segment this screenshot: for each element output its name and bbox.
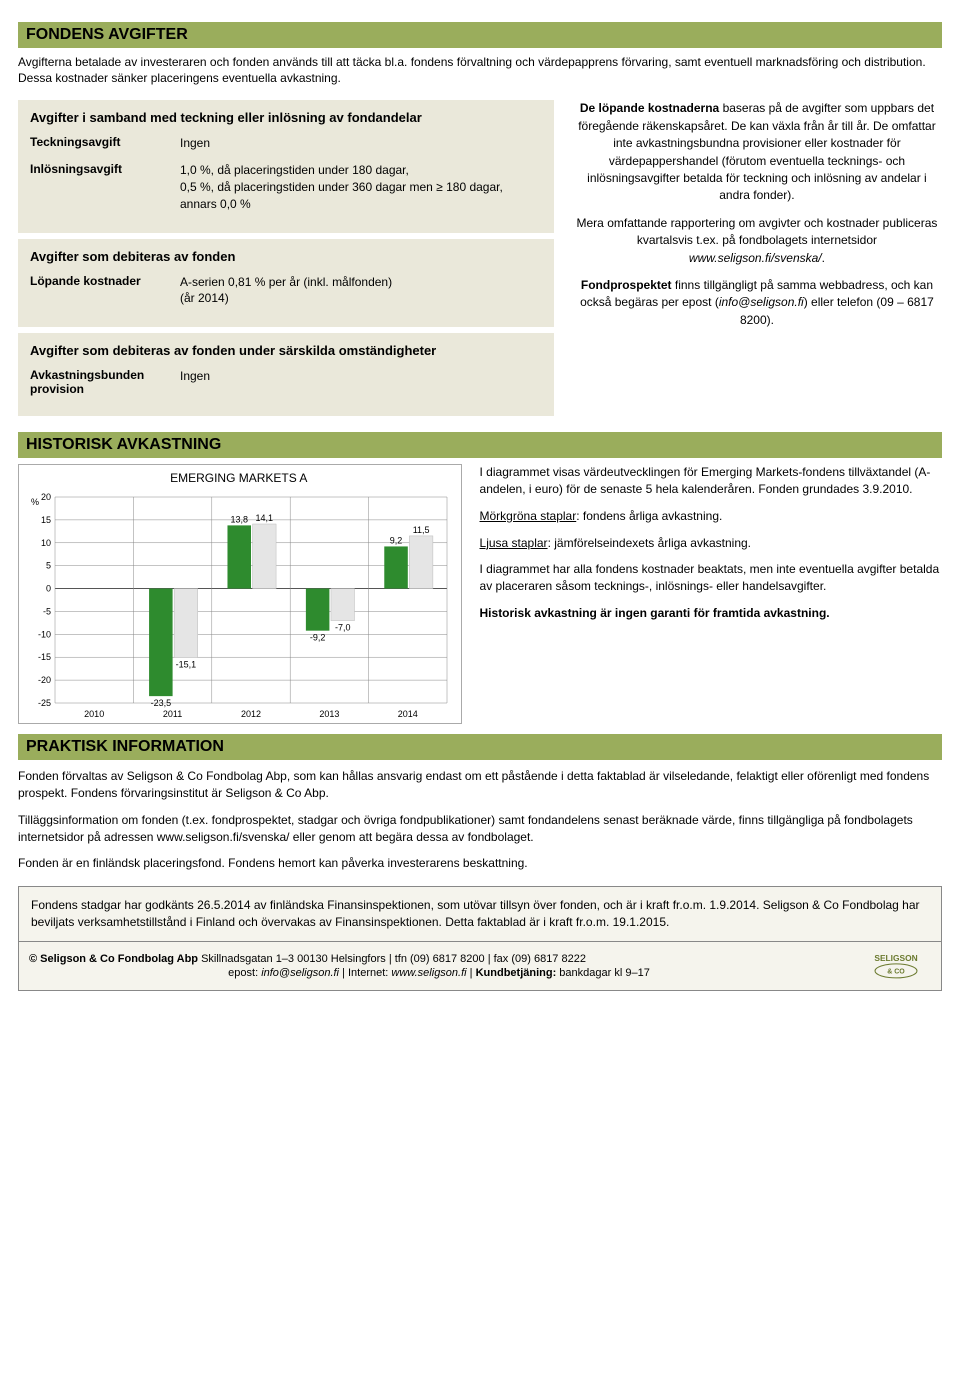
footer-company: © Seligson & Co Fondbolag Abp [29, 953, 198, 965]
f2g: bankdagar kl 9–17 [556, 967, 650, 979]
fees-two-column: Avgifter i samband med teckning eller in… [18, 100, 942, 422]
svg-text:-15: -15 [38, 652, 51, 662]
chart-p2b: : fondens årliga avkastning. [576, 509, 722, 523]
svg-text:13,8: 13,8 [230, 515, 248, 525]
footer-address-block: © Seligson & Co Fondbolag Abp Skillnadsg… [29, 953, 849, 979]
fees-box1-title: Avgifter i samband med teckning eller in… [30, 110, 542, 125]
svg-text:2011: 2011 [163, 709, 182, 719]
fees-box3-title: Avgifter som debiteras av fonden under s… [30, 343, 542, 358]
value-avkastningsbunden: Ingen [180, 368, 542, 396]
right-para-3: Fondprospektet finns tillgängligt på sam… [572, 277, 942, 329]
label-inlosningsavgift: Inlösningsavgift [30, 162, 180, 212]
value-inlosningsavgift: 1,0 %, då placeringstiden under 180 daga… [180, 162, 542, 212]
label-teckningsavgift: Teckningsavgift [30, 135, 180, 152]
svg-text:-7,0: -7,0 [335, 623, 351, 633]
f2b: info@seligson.fi [261, 967, 339, 979]
svg-text:2012: 2012 [241, 709, 261, 719]
fees-box-ongoing: Avgifter som debiteras av fonden Löpande… [18, 239, 554, 328]
right-p2-link: www.seligson.fi/svenska/ [689, 251, 822, 265]
f2c: | Internet: [339, 967, 391, 979]
fees-intro: Avgifterna betalade av investeraren och … [18, 54, 942, 86]
practical-p1: Fonden förvaltas av Seligson & Co Fondbo… [18, 768, 942, 802]
right-p2a: Mera omfattande rapportering om avgivter… [577, 216, 938, 247]
fees-row-avkastningsbunden: Avkastningsbunden provision Ingen [30, 368, 542, 396]
label-lopande: Löpande kostnader [30, 274, 180, 308]
fees-row-inlosning: Inlösningsavgift 1,0 %, då placeringstid… [30, 162, 542, 212]
history-two-column: EMERGING MARKETS A -25 -20 -15 -10 -5 0 5 10 15 2… [18, 464, 942, 724]
svg-text:-10: -10 [38, 629, 51, 639]
svg-text:10: 10 [41, 538, 51, 548]
svg-text:-5: -5 [43, 607, 51, 617]
chart-p5a: Historisk avkastning är ingen garanti fö… [480, 606, 830, 620]
fees-box2-title: Avgifter som debiteras av fonden [30, 249, 542, 264]
svg-text:2013: 2013 [319, 709, 339, 719]
logo-text-top: SELIGSON [874, 953, 917, 963]
svg-text:-23,5: -23,5 [151, 698, 172, 708]
chart-p3b: : jämförelseindexets årliga avkastning. [548, 536, 751, 550]
footer-bottom-row: © Seligson & Co Fondbolag Abp Skillnadsg… [19, 941, 941, 990]
svg-text:14,1: 14,1 [256, 513, 274, 523]
footer-addr: Skillnadsgatan 1–3 00130 Helsingfors | t… [198, 953, 586, 965]
f2d: www.seligson.fi [391, 967, 466, 979]
svg-text:-20: -20 [38, 675, 51, 685]
right-p2c: . [822, 251, 825, 265]
svg-text:15: 15 [41, 515, 51, 525]
svg-text:0: 0 [46, 584, 51, 594]
section-history-header: HISTORISK AVKASTNING [18, 432, 942, 458]
chart-side-text: I diagrammet visas värdeutvecklingen för… [480, 464, 942, 724]
section-practical-header: PRAKTISK INFORMATION [18, 734, 942, 760]
chart-side-p4: I diagrammet har alla fondens kostnader … [480, 561, 942, 595]
chart-p3a: Ljusa staplar [480, 536, 548, 550]
right-para-2: Mera omfattande rapportering om avgivter… [572, 215, 942, 267]
practical-p2: Tilläggsinformation om fonden (t.ex. fon… [18, 812, 942, 846]
svg-text:2010: 2010 [84, 709, 104, 719]
seligson-logo-icon: SELIGSON & CO [861, 948, 931, 984]
svg-text:-15,1: -15,1 [176, 660, 197, 670]
chart-side-p2: Mörkgröna staplar: fondens årliga avkast… [480, 508, 942, 525]
right-p1-rest: baseras på de avgifter som uppbars det f… [578, 101, 936, 202]
fees-row-lopande: Löpande kostnader A-serien 0,81 % per år… [30, 274, 542, 308]
chart-side-p1: I diagrammet visas värdeutvecklingen för… [480, 464, 942, 498]
fees-right-column: De löpande kostnaderna baseras på de avg… [572, 100, 942, 422]
footer-top-text: Fondens stadgar har godkänts 26.5.2014 a… [19, 887, 941, 941]
fees-box-special: Avgifter som debiteras av fonden under s… [18, 333, 554, 416]
svg-text:11,5: 11,5 [413, 525, 430, 535]
chart-title: EMERGING MARKETS A [23, 471, 455, 485]
bar-chart-svg: -25 -20 -15 -10 -5 0 5 10 15 20% 2010 -23,5 -15,1 201… [23, 491, 453, 721]
svg-text:%: % [31, 497, 39, 507]
footer-line2: epost: info@seligson.fi | Internet: www.… [29, 967, 849, 979]
f2f: Kundbetjäning: [476, 967, 557, 979]
f2a: epost: [228, 967, 261, 979]
right-p3-email: info@seligson.fi [719, 295, 804, 309]
svg-text:2014: 2014 [398, 709, 418, 719]
fees-box-subscription: Avgifter i samband med teckning eller in… [18, 100, 554, 232]
chart-side-p3: Ljusa staplar: jämförelseindexets årliga… [480, 535, 942, 552]
fees-left-column: Avgifter i samband med teckning eller in… [18, 100, 554, 422]
svg-text:-25: -25 [38, 698, 51, 708]
practical-p3: Fonden är en finländsk placeringsfond. F… [18, 855, 942, 872]
label-avkastningsbunden: Avkastningsbunden provision [30, 368, 180, 396]
right-p1-bold: De löpande kostnaderna [580, 101, 719, 115]
svg-text:-9,2: -9,2 [310, 633, 326, 643]
svg-text:20: 20 [41, 492, 51, 502]
footer-box: Fondens stadgar har godkänts 26.5.2014 a… [18, 886, 942, 991]
chart-container: EMERGING MARKETS A -25 -20 -15 -10 -5 0 5 10 15 2… [18, 464, 462, 724]
fees-row-teckning: Teckningsavgift Ingen [30, 135, 542, 152]
chart-side-p5: Historisk avkastning är ingen garanti fö… [480, 605, 942, 622]
footer-line1: © Seligson & Co Fondbolag Abp Skillnadsg… [29, 953, 849, 965]
section-fees-header: FONDENS AVGIFTER [18, 22, 942, 48]
chart-p2a: Mörkgröna staplar [480, 509, 577, 523]
value-teckningsavgift: Ingen [180, 135, 542, 152]
value-lopande: A-serien 0,81 % per år (inkl. målfonden)… [180, 274, 542, 308]
svg-text:5: 5 [46, 561, 51, 571]
right-para-1: De löpande kostnaderna baseras på de avg… [572, 100, 942, 204]
f2e: | [467, 967, 476, 979]
logo-text-bottom: & CO [887, 968, 905, 975]
svg-text:9,2: 9,2 [390, 536, 403, 546]
right-p3-bold: Fondprospektet [581, 278, 672, 292]
